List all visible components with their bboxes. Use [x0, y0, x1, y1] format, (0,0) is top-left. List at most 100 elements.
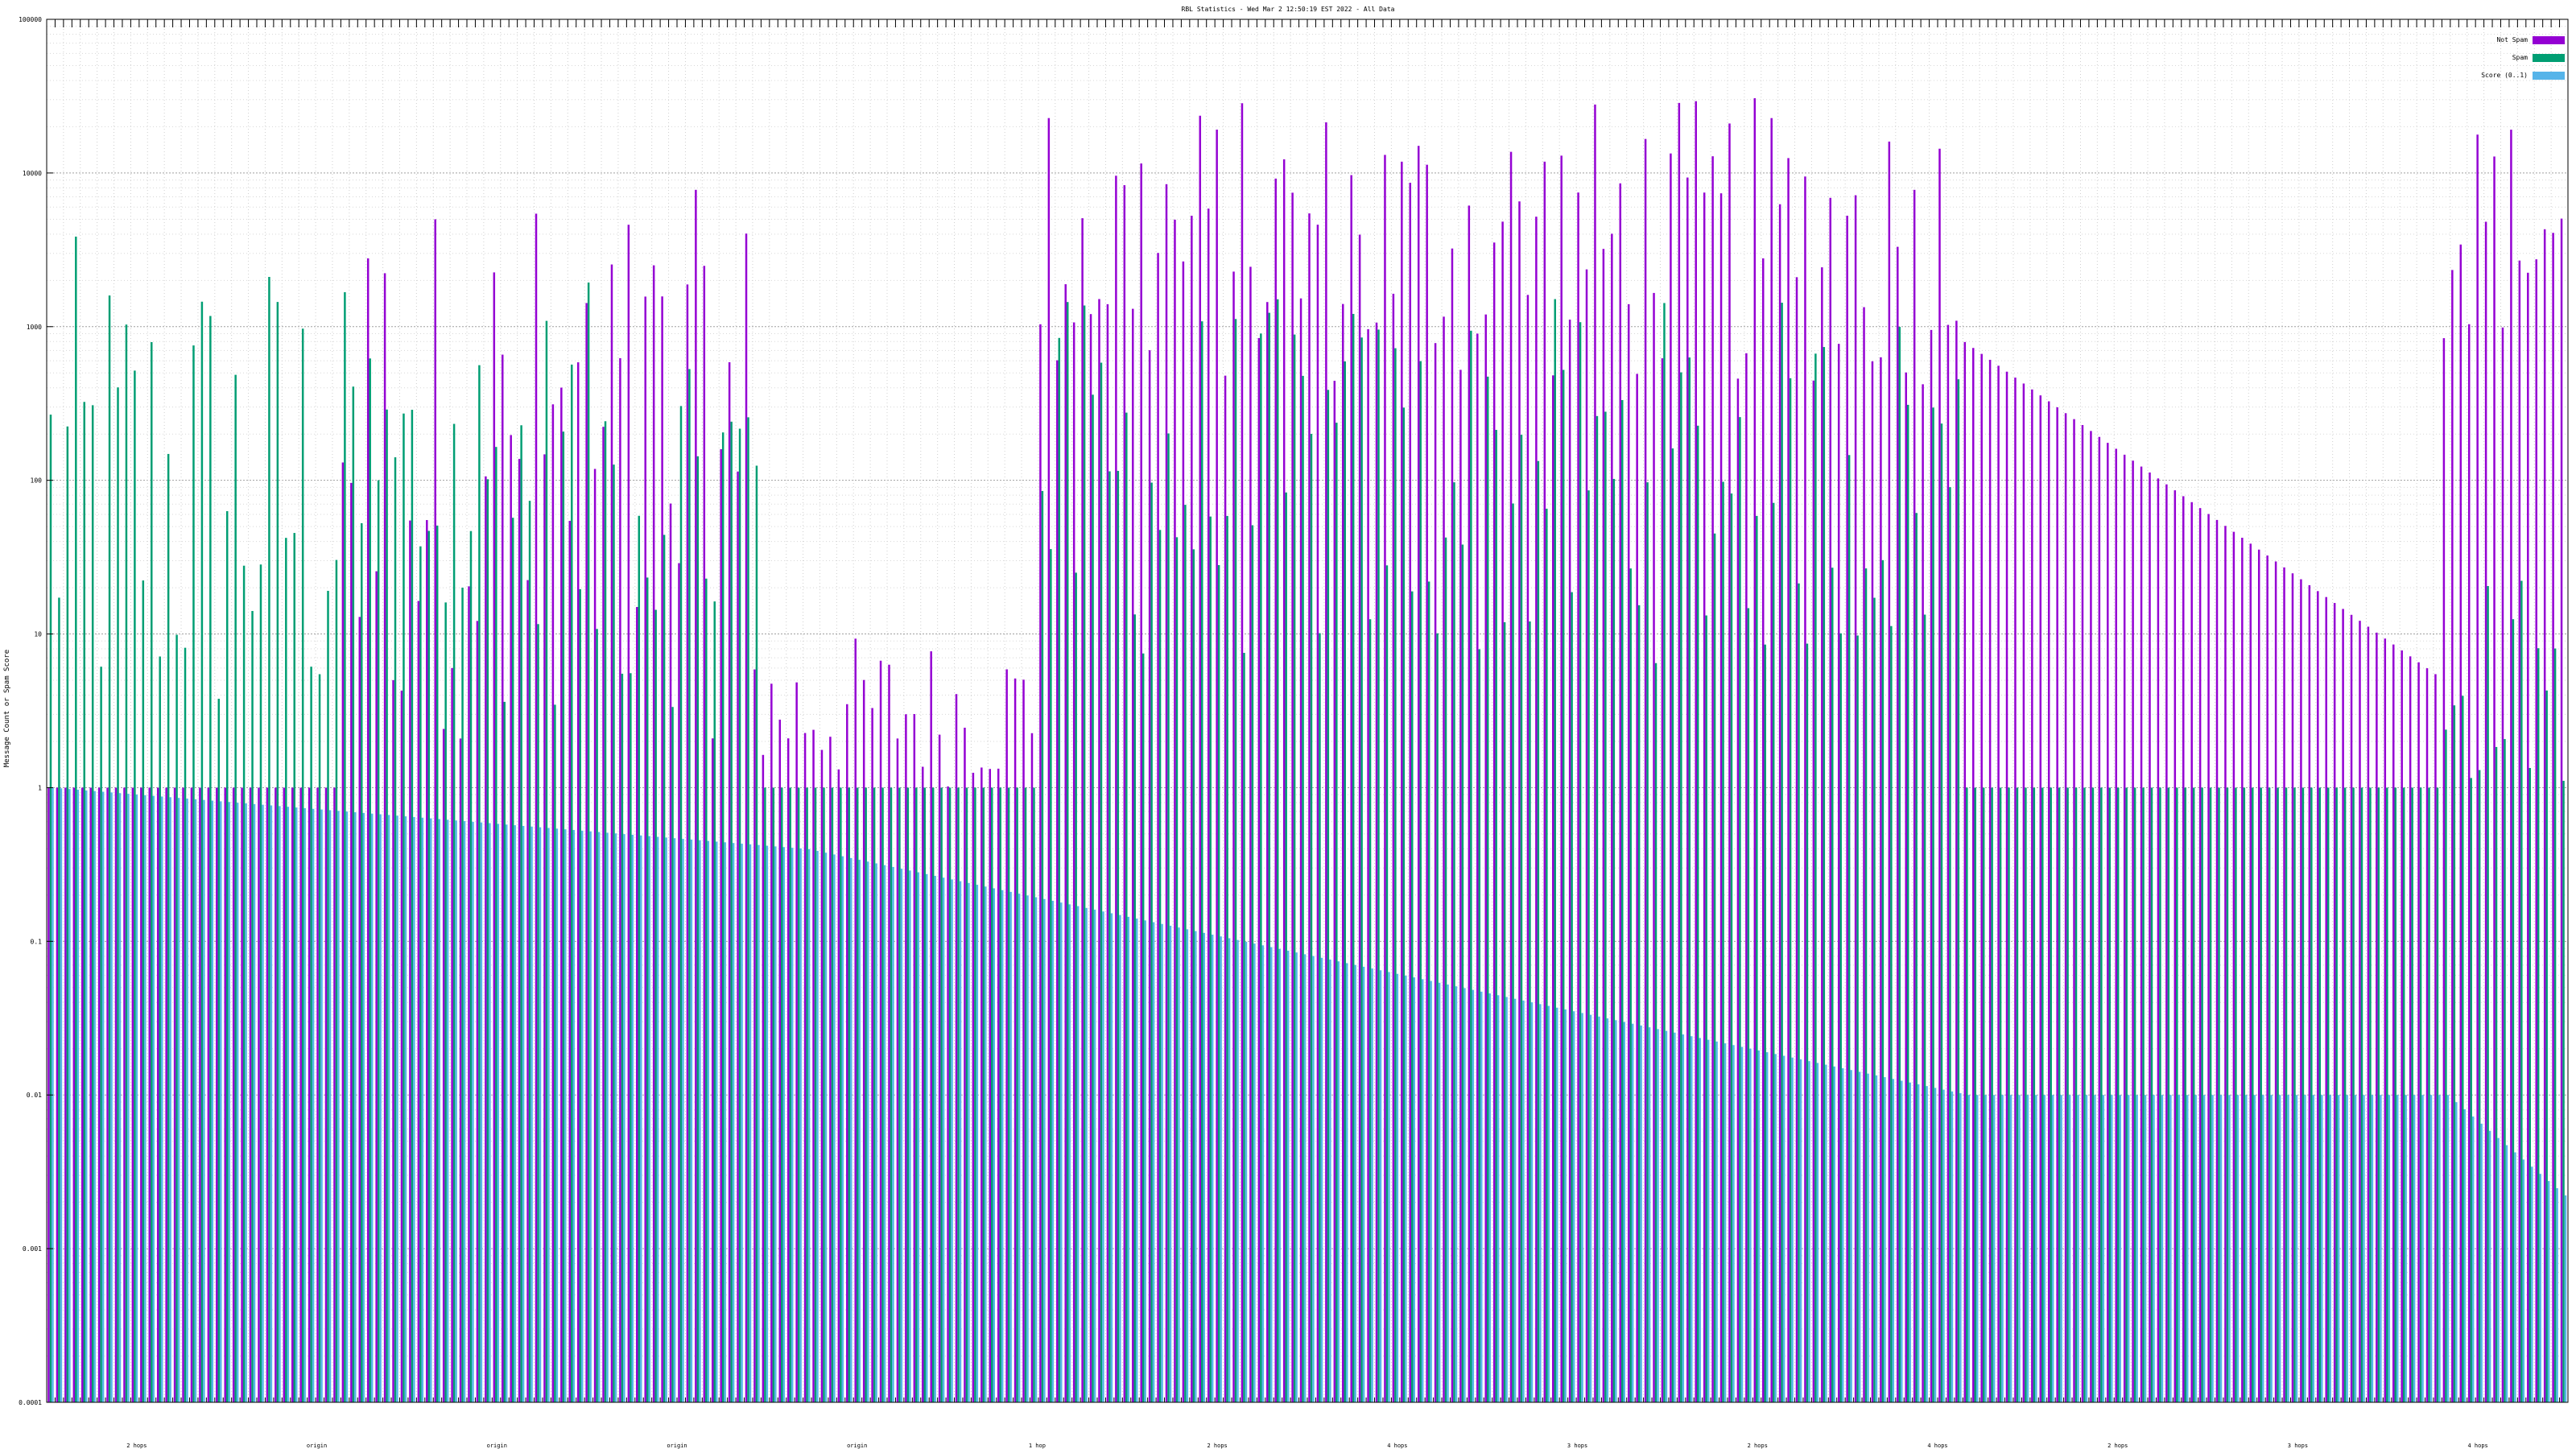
bar-not-spam: [316, 787, 319, 1402]
bar-not-spam: [1913, 189, 1916, 1402]
bar-score: [1430, 980, 1432, 1402]
bar-spam: [1789, 378, 1792, 1403]
bar-score: [68, 789, 71, 1402]
y-tick-label: 0.0001: [19, 1399, 42, 1406]
bar-not-spam: [1249, 266, 1252, 1403]
bar-score: [2077, 1095, 2079, 1402]
bar-not-spam: [1552, 375, 1554, 1403]
bar-score: [1480, 991, 1483, 1402]
bar-spam: [1344, 361, 1346, 1402]
bar-not-spam: [1333, 381, 1336, 1402]
bar-spam: [377, 480, 380, 1402]
bar-not-spam: [1644, 138, 1647, 1403]
bar-spam: [1108, 471, 1111, 1402]
bar-not-spam: [1955, 320, 1958, 1402]
bar-score: [203, 799, 205, 1402]
bar-not-spam: [762, 754, 765, 1402]
bar-not-spam: [2107, 443, 2109, 1402]
bar-spam: [2125, 787, 2128, 1402]
bar-spam: [1368, 619, 1372, 1402]
bar-not-spam: [2417, 662, 2420, 1402]
bar-spam: [1453, 482, 1455, 1402]
bar-score: [1934, 1088, 1937, 1402]
x-category-label: 3 hops: [2288, 1443, 2308, 1449]
bar-spam: [1991, 787, 1993, 1402]
y-tick-label: 100: [31, 477, 43, 485]
bar-not-spam: [1837, 344, 1840, 1403]
bar-spam: [1949, 487, 1951, 1403]
bar-score: [1413, 977, 1415, 1402]
bar-score: [2119, 1095, 2121, 1402]
bar-spam: [1319, 633, 1321, 1402]
bar-not-spam: [2115, 448, 2117, 1403]
bar-score: [858, 860, 861, 1402]
bar-score: [782, 847, 785, 1402]
bar-not-spam: [2157, 478, 2160, 1402]
bar-not-spam: [2333, 603, 2336, 1402]
bar-score: [2102, 1095, 2105, 1402]
bar-score: [362, 812, 365, 1402]
bar-spam: [2041, 787, 2044, 1402]
bar-score: [1917, 1084, 1920, 1402]
bar-not-spam: [2098, 436, 2101, 1402]
bar-score: [1816, 1063, 1819, 1402]
bar-not-spam: [2350, 614, 2353, 1402]
bar-not-spam: [199, 787, 201, 1402]
bar-spam: [1831, 568, 1834, 1402]
bar-not-spam: [2359, 621, 2361, 1402]
bar-not-spam: [2342, 609, 2344, 1402]
bar-score: [1631, 1023, 1634, 1402]
bar-score: [2321, 1095, 2323, 1402]
bar-not-spam: [1988, 359, 1992, 1402]
bar-score: [1699, 1038, 1701, 1402]
bar-spam: [1923, 614, 1926, 1402]
bar-not-spam: [442, 729, 445, 1402]
bar-score: [2547, 1181, 2550, 1402]
bar-spam: [1243, 653, 1245, 1402]
bar-spam: [537, 624, 539, 1402]
bar-not-spam: [1064, 284, 1067, 1402]
bar-not-spam: [661, 296, 663, 1402]
bar-not-spam: [1106, 303, 1109, 1402]
x-category-label: 2 hops: [1207, 1443, 1227, 1449]
bar-score: [2178, 1095, 2181, 1402]
bar-not-spam: [1047, 118, 1051, 1402]
bar-spam: [2008, 787, 2010, 1402]
bar-not-spam: [2560, 218, 2563, 1403]
y-tick-label: 1000: [27, 324, 42, 331]
bar-spam: [965, 787, 968, 1402]
bar-score: [1791, 1057, 1794, 1402]
bar-score: [2363, 1095, 2365, 1402]
legend-swatch: [2533, 54, 2565, 62]
bar-spam: [1141, 653, 1145, 1402]
bar-not-spam: [1560, 155, 1563, 1402]
bar-score: [1421, 979, 1424, 1402]
bar-spam: [545, 320, 548, 1403]
bar-not-spam: [2056, 407, 2058, 1402]
bar-score: [917, 872, 920, 1402]
bar-not-spam: [888, 664, 890, 1402]
bar-spam: [705, 578, 708, 1402]
bar-not-spam: [2241, 537, 2244, 1403]
bar-not-spam: [476, 621, 479, 1402]
bar-not-spam: [341, 462, 345, 1402]
bar-score: [101, 791, 105, 1402]
bar-not-spam: [333, 787, 336, 1402]
bar-spam: [2100, 787, 2103, 1402]
bar-not-spam: [123, 787, 126, 1402]
bar-score: [1992, 1095, 1996, 1402]
bar-spam: [1117, 470, 1120, 1403]
bar-not-spam: [576, 362, 580, 1402]
bar-score: [1547, 1005, 1550, 1402]
bar-spam: [562, 431, 565, 1403]
bar-not-spam: [1636, 374, 1638, 1402]
bar-spam: [2184, 787, 2186, 1402]
bar-spam: [1898, 327, 1901, 1402]
bar-score: [1455, 986, 1458, 1402]
bar-not-spam: [1350, 175, 1352, 1402]
bar-spam: [840, 787, 842, 1402]
bar-score: [2413, 1095, 2416, 1402]
bar-not-spam: [2425, 668, 2429, 1402]
bar-score: [1286, 950, 1290, 1402]
bar-not-spam: [131, 787, 134, 1402]
